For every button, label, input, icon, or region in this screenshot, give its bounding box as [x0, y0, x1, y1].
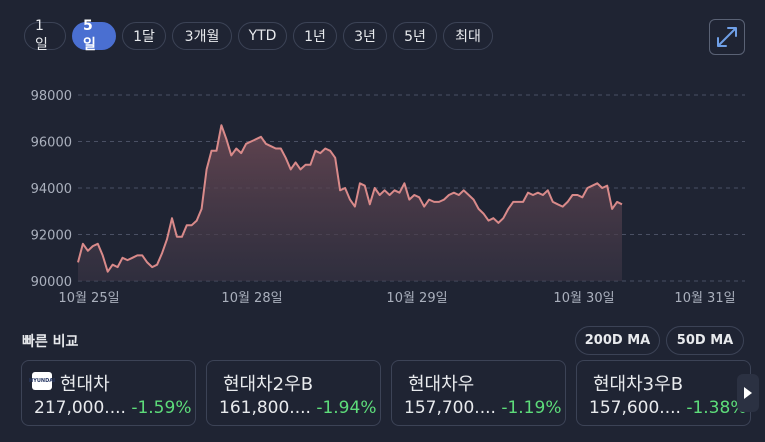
tab-3m[interactable]: 3개월 — [172, 22, 232, 50]
card-price-row: 161,800.... -1.94% — [219, 398, 376, 418]
tab-1d[interactable]: 1일 — [24, 18, 66, 53]
hyundai-logo: HYUNDAI — [29, 372, 55, 390]
x-tick-label: 10월 28일 — [221, 291, 282, 306]
quick-compare-title: 빠른 비교 — [22, 334, 79, 350]
price-chart[interactable]: 98000 96000 94000 92000 90000 10월 25일 10월 28일… — [0, 70, 765, 310]
y-axis-ticks: 98000 96000 94000 92000 90000 — [31, 89, 72, 290]
card-price: 217,000.... — [34, 398, 126, 418]
expand-arrows-icon — [717, 27, 737, 47]
card-name: 현대차 — [60, 374, 110, 395]
price-line — [77, 124, 623, 273]
chevron-right-icon — [744, 387, 752, 399]
tab-1y[interactable]: 1년 — [293, 22, 337, 50]
card-change: -1.94% — [316, 398, 377, 418]
y-tick-label: 94000 — [31, 182, 72, 197]
card-change: -1.59% — [131, 398, 192, 418]
ma-50d-button[interactable]: 50D MA — [666, 326, 744, 355]
range-tabs: 1일 5일 1달 3개월 YTD 1년 3년 5년 최대 — [24, 18, 493, 53]
ma-200d-button[interactable]: 200D MA — [575, 326, 660, 355]
next-cards-button[interactable] — [737, 374, 759, 412]
price-area — [78, 125, 622, 281]
x-axis-ticks: 10월 25일 10월 28일 10월 29일 10월 30일 10월 31일 — [58, 291, 735, 306]
tab-max[interactable]: 최대 — [443, 22, 493, 50]
card-name: 현대차우 — [408, 374, 475, 395]
grid-lines — [78, 94, 745, 282]
card-name: 현대차3우B — [593, 374, 684, 395]
x-tick-label: 10월 25일 — [58, 291, 119, 306]
expand-button[interactable] — [709, 19, 745, 55]
tab-1m[interactable]: 1달 — [122, 22, 166, 50]
compare-card[interactable]: HYUNDAI 현대차 217,000.... -1.59% — [21, 360, 196, 426]
y-tick-label: 98000 — [31, 89, 72, 104]
compare-card[interactable]: 현대차우 157,700.... -1.19% — [391, 360, 566, 426]
y-tick-label: 96000 — [31, 136, 72, 151]
card-price: 161,800.... — [219, 398, 311, 418]
card-change: -1.19% — [501, 398, 562, 418]
card-price-row: 157,600.... -1.38% — [589, 398, 746, 418]
y-tick-label: 90000 — [31, 275, 72, 290]
card-name: 현대차2우B — [223, 374, 314, 395]
compare-card[interactable]: 현대차3우B 157,600.... -1.38% — [576, 360, 751, 426]
x-tick-label: 10월 31일 — [674, 291, 735, 306]
tab-ytd[interactable]: YTD — [238, 22, 287, 50]
tab-5y[interactable]: 5년 — [393, 22, 437, 50]
y-tick-label: 92000 — [31, 229, 72, 244]
x-tick-label: 10월 29일 — [386, 291, 447, 306]
card-price-row: 217,000.... -1.59% — [34, 398, 191, 418]
card-price: 157,600.... — [589, 398, 681, 418]
compare-card[interactable]: 현대차2우B 161,800.... -1.94% — [206, 360, 381, 426]
tab-3y[interactable]: 3년 — [343, 22, 387, 50]
card-change: -1.38% — [686, 398, 747, 418]
card-price: 157,700.... — [404, 398, 496, 418]
card-price-row: 157,700.... -1.19% — [404, 398, 561, 418]
tab-5d[interactable]: 5일 — [72, 18, 116, 53]
x-tick-label: 10월 30일 — [553, 291, 614, 306]
